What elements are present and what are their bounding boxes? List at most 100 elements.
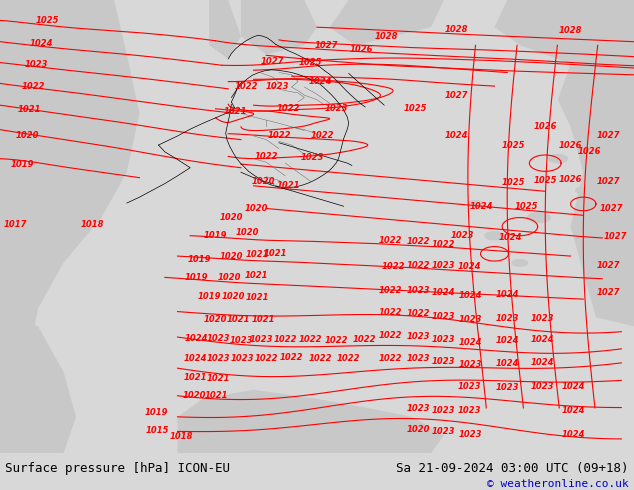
Text: 1027: 1027 [597,131,621,141]
Text: 1024: 1024 [29,39,53,48]
Text: 1023: 1023 [265,82,289,91]
Text: 1027: 1027 [603,232,627,241]
Text: 1020: 1020 [219,213,243,222]
Text: 1025: 1025 [501,141,526,149]
Text: 1021: 1021 [207,374,231,383]
Text: 1025: 1025 [36,16,60,25]
Text: 1019: 1019 [10,160,34,169]
Text: 1023: 1023 [207,354,231,364]
Polygon shape [558,54,634,326]
Polygon shape [241,0,317,54]
Text: 1025: 1025 [403,104,427,113]
Text: 1023: 1023 [406,287,430,295]
Text: 1020: 1020 [217,273,242,282]
Polygon shape [548,154,567,163]
Text: 1023: 1023 [432,312,456,321]
Text: 1024: 1024 [530,336,554,344]
Text: 1021: 1021 [245,271,269,280]
Text: 1024: 1024 [495,336,519,345]
Text: 1020: 1020 [219,252,243,261]
Text: 1022: 1022 [406,261,430,270]
Text: 1023: 1023 [324,104,348,113]
Text: 1027: 1027 [444,91,469,99]
Text: 1024: 1024 [457,262,481,271]
Text: 1024: 1024 [495,359,519,368]
Text: 1027: 1027 [314,41,339,50]
Polygon shape [0,0,139,453]
Text: 1015: 1015 [145,426,169,435]
Text: 1027: 1027 [597,177,621,186]
Text: 1023: 1023 [206,334,230,343]
Text: 1022: 1022 [381,262,405,271]
Text: 1024: 1024 [562,430,586,439]
Text: 1022: 1022 [432,240,456,249]
Text: Sa 21-09-2024 03:00 UTC (09+18): Sa 21-09-2024 03:00 UTC (09+18) [396,462,629,475]
Text: 1022: 1022 [254,152,278,161]
Polygon shape [495,0,634,64]
Text: 1022: 1022 [254,354,278,363]
Text: 1022: 1022 [406,309,430,318]
Text: 1020: 1020 [182,391,206,400]
Text: 1022: 1022 [378,331,402,340]
Text: 1022: 1022 [378,236,402,245]
Text: 1023: 1023 [458,430,482,439]
Text: 1024: 1024 [470,202,494,211]
Text: 1022: 1022 [273,335,297,343]
Text: 1026: 1026 [559,174,583,184]
Text: 1020: 1020 [221,293,245,301]
Text: 1024: 1024 [458,291,482,300]
Text: 1023: 1023 [406,354,430,364]
Text: 1023: 1023 [230,354,254,364]
Text: 1017: 1017 [4,220,28,229]
Polygon shape [527,213,550,222]
Polygon shape [209,0,241,59]
Text: 1026: 1026 [349,46,373,54]
Text: 1023: 1023 [25,60,49,69]
Text: 1023: 1023 [432,427,456,436]
Polygon shape [178,390,444,453]
Polygon shape [576,187,591,194]
Text: 1023: 1023 [432,335,456,343]
Polygon shape [330,0,444,46]
Text: 1023: 1023 [432,261,456,270]
Text: Surface pressure [hPa] ICON-EU: Surface pressure [hPa] ICON-EU [5,462,230,475]
Text: 1028: 1028 [375,32,399,41]
Text: 1024: 1024 [498,233,522,243]
Text: 1022: 1022 [267,131,291,141]
Text: 1026: 1026 [559,141,583,149]
Text: 1019: 1019 [144,408,168,417]
Text: 1023: 1023 [457,382,481,391]
Text: 1023: 1023 [530,382,554,391]
Text: 1023: 1023 [300,153,324,162]
Polygon shape [512,260,527,266]
Text: 1026: 1026 [533,122,557,131]
Polygon shape [485,232,504,240]
Text: 1022: 1022 [378,286,402,294]
Text: 1025: 1025 [514,202,538,211]
Text: 1022: 1022 [310,131,334,141]
Text: 1018: 1018 [169,432,193,441]
Text: 1024: 1024 [308,77,332,86]
Text: 1024: 1024 [444,131,469,141]
Polygon shape [468,201,483,207]
Text: 1027: 1027 [600,204,624,213]
Text: 1026: 1026 [578,147,602,156]
Text: 1022: 1022 [378,354,402,363]
Text: 1022: 1022 [337,354,361,363]
Text: 1024: 1024 [458,338,482,347]
Text: 1020: 1020 [251,177,275,186]
Text: 1022: 1022 [234,82,258,91]
Text: 1022: 1022 [406,237,430,245]
Text: 1022: 1022 [21,82,45,91]
Text: 1021: 1021 [226,315,250,324]
Text: 1019: 1019 [197,293,221,301]
Text: 1020: 1020 [204,315,228,324]
Text: 1023: 1023 [530,314,554,323]
Text: 1022: 1022 [276,104,301,113]
Text: 1021: 1021 [276,181,301,190]
Text: 1019: 1019 [188,255,212,264]
Text: 1021: 1021 [224,107,248,117]
Text: 1020: 1020 [406,425,430,434]
Text: 1021: 1021 [264,249,288,258]
Text: © weatheronline.co.uk: © weatheronline.co.uk [487,480,629,490]
